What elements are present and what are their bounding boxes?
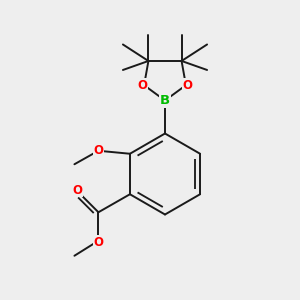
Text: B: B (160, 94, 170, 107)
Text: O: O (182, 79, 192, 92)
Text: O: O (93, 144, 103, 157)
Text: O: O (138, 79, 148, 92)
Text: O: O (93, 236, 103, 249)
Text: O: O (72, 184, 82, 197)
